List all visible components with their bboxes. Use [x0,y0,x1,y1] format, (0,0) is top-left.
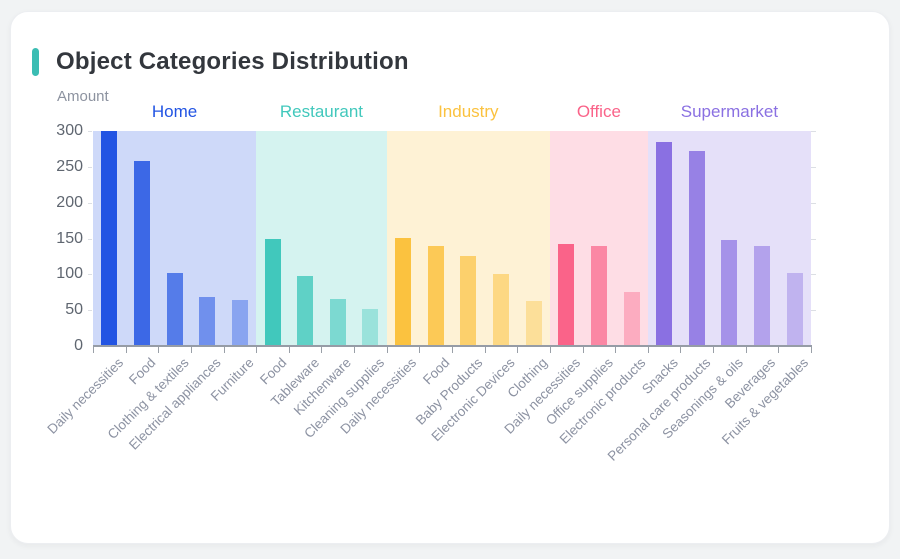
y-axis-tick-label: 250 [56,157,83,175]
x-axis-tick [93,347,94,353]
x-axis-tick [125,347,127,353]
x-axis-tick [452,347,453,353]
y-axis-tick-label: 200 [56,193,83,211]
y-axis-tick [88,131,92,132]
bar[interactable] [492,274,509,346]
x-axis-line [93,345,812,347]
bar[interactable] [558,244,575,346]
y-axis-tick-label: 0 [74,337,83,354]
bar[interactable] [656,141,673,346]
title-accent-bar [32,48,39,76]
chart-card: Object Categories Distribution Amount 0 5… [10,11,890,544]
x-axis-tick [223,347,225,353]
x-axis-tick [680,347,682,353]
x-axis-tick [256,347,258,353]
bar[interactable] [754,245,771,346]
x-axis-tick [615,347,617,353]
x-axis-tick [419,347,421,353]
bar[interactable] [166,272,183,346]
bar[interactable] [199,296,216,346]
bar[interactable] [427,246,444,346]
bar[interactable] [623,292,640,346]
group-label: Industry [438,102,499,121]
bar[interactable] [460,255,477,346]
x-axis-tick [647,347,649,353]
x-axis-tick [517,347,519,353]
x-axis-tick [321,347,323,353]
y-axis-tick [88,202,92,204]
bar[interactable] [395,237,412,346]
x-axis-tick [354,347,356,353]
y-axis-tick-label: 100 [56,265,83,283]
bar[interactable] [133,161,150,346]
y-axis-tick-label: 300 [56,122,83,139]
y-axis-tick [811,166,816,168]
group-label: Home [151,102,198,121]
bar[interactable] [264,239,281,346]
x-axis-tick [190,347,192,353]
x-axis-tick [386,347,388,353]
x-axis-tick [582,347,584,353]
x-axis-tick [288,347,290,353]
x-axis-tick [158,347,160,353]
y-axis-tick [811,310,816,312]
y-axis-tick [811,131,816,132]
bar[interactable] [101,131,118,346]
x-axis-tick [778,347,780,353]
y-axis-tick [88,310,92,312]
bar[interactable] [329,299,346,346]
bar[interactable] [786,272,803,346]
y-axis-tick [811,202,816,204]
y-axis-tick [88,274,92,276]
x-axis-tick [484,347,486,353]
bar[interactable] [590,246,607,346]
bar[interactable] [525,300,542,346]
group-label: Restaurant [279,102,364,121]
x-axis-tick [713,347,715,353]
y-axis-tick [811,238,816,240]
x-axis-tick [811,347,812,353]
y-axis-tick-label: 50 [65,301,83,319]
x-axis-tick [549,347,551,353]
y-axis-tick-label: 150 [56,229,83,247]
bar[interactable] [231,300,248,346]
chart-title: Object Categories Distribution [56,48,409,75]
y-axis-tick [811,274,816,276]
title-row: Object Categories Distribution [32,45,409,79]
group-label: Supermarket [680,102,779,121]
x-axis-tick [745,347,747,353]
bar[interactable] [297,276,314,346]
y-axis-tick [88,166,92,168]
bar[interactable] [362,309,379,346]
group-label: Office [576,102,621,121]
bar[interactable] [688,151,705,346]
plot-area [93,131,811,346]
y-axis-title: Amount [57,88,109,105]
y-axis-tick [88,238,92,240]
bar[interactable] [721,239,738,346]
